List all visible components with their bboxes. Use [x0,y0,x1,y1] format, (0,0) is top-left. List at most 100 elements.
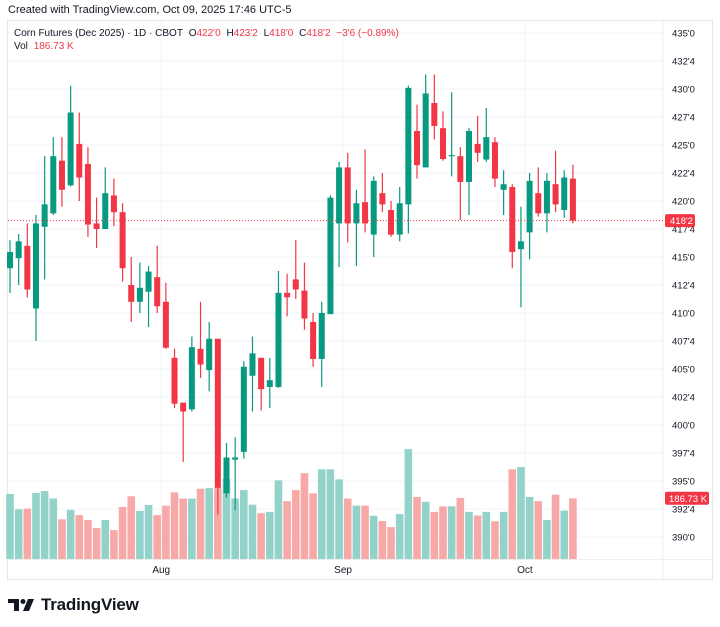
last-price-label: 418'2 [670,216,693,227]
candle-body [543,180,550,214]
candle-body [145,271,152,292]
tradingview-logo[interactable]: TradingView [8,595,139,615]
candle-body [318,313,325,359]
volume-bar [361,505,369,559]
time-axis: Aug Sep Oct [152,565,533,576]
volume-bar [214,487,222,559]
volume-bar [40,491,49,559]
candle-body [422,93,429,168]
volume-bar [205,488,213,559]
price-tick-label: 435'0 [672,29,695,40]
candle-body [310,321,317,359]
price-tick-label: 415'0 [672,253,695,264]
volume-bar [6,493,14,559]
open-label: O [188,28,197,39]
candle-body [197,348,204,365]
volume-bars [6,449,577,559]
price-tick-label: 397'4 [672,449,695,460]
close-value: 418'2 [306,28,331,39]
candle-body [162,301,169,348]
volume-bar [369,515,378,559]
candle-body [465,131,472,182]
candle-body [110,195,117,213]
change-value: −3'6 (−0.89%) [336,28,399,39]
candle-body [336,167,343,224]
volume-bar [196,488,205,559]
candle-body [396,203,403,235]
volume-value: 186.73 K [33,41,74,52]
candle-body [379,193,386,205]
candle-body [431,103,438,126]
candle-body [50,156,57,214]
candle-body [67,112,74,186]
low-value: 418'0 [269,28,294,39]
volume-bar [291,490,300,559]
candle-body [362,202,369,224]
volume-bar [395,514,404,559]
candle-body [457,156,464,182]
price-tick-label: 402'4 [672,393,695,404]
volume-bar [144,505,153,559]
candle-body [388,209,395,235]
price-axis: 435'0 432'4 430'0 427'4 425'0 422'4 420'0 417'4… [665,29,709,544]
candle-body [41,204,48,227]
volume-bar [66,509,75,559]
price-tick-label: 427'4 [672,113,695,124]
volume-bar [447,506,456,559]
candle-body [284,292,291,298]
candle-body [448,155,455,157]
volume-bar [222,479,231,559]
volume-bar [170,492,179,559]
candle-body [500,184,507,190]
volume-bar [465,511,473,559]
candle-body [223,457,230,494]
tradingview-logo-text: TradingView [41,595,139,614]
candle-body [249,353,256,376]
volume-bar [23,508,32,559]
candle-body [93,223,100,229]
credit-text: Created with TradingView.com, Oct 09, 20… [8,4,292,16]
grid [8,21,712,579]
volume-bar [543,519,551,559]
candle-body [206,338,213,371]
volume-bar [430,511,439,559]
volume-bar [525,496,534,559]
volume-bar [439,506,447,559]
low-label: L [263,28,270,39]
volume-bar [499,511,508,559]
volume-bar [84,519,92,559]
candle-body [32,223,39,309]
candle-body [232,457,239,460]
price-tick-label: 420'0 [672,197,695,208]
chart-legend: Corn Futures (Dec 2025) · 1D · CBOT O422… [14,27,402,53]
candle-body [58,160,65,190]
volume-bar [508,469,517,559]
volume-bar [14,509,23,559]
volume-bar [136,510,144,559]
price-tick-label: 425'0 [672,141,695,152]
candle-body [370,180,377,235]
candle-body [214,338,221,488]
volume-bar [231,498,239,559]
close-label: C [299,28,307,39]
candle-body [535,193,542,214]
volume-bar [274,480,283,559]
volume-bar [49,498,58,559]
candle-body [119,212,126,269]
candle-body [240,366,247,452]
candle-body [258,357,265,390]
time-tick-label: Oct [517,565,533,576]
candle-body [102,193,109,229]
price-tick-label: 422'4 [672,169,695,180]
volume-bar [326,469,335,559]
volume-bar [534,501,543,559]
candle-body [128,285,135,302]
candle-body [76,143,83,178]
time-tick-label: Aug [152,565,170,576]
price-tick-label: 432'4 [672,57,695,68]
volume-bar [92,528,101,559]
volume-bar [378,520,387,559]
price-tick-label: 390'0 [672,533,695,544]
price-tick-label: 430'0 [672,85,695,96]
